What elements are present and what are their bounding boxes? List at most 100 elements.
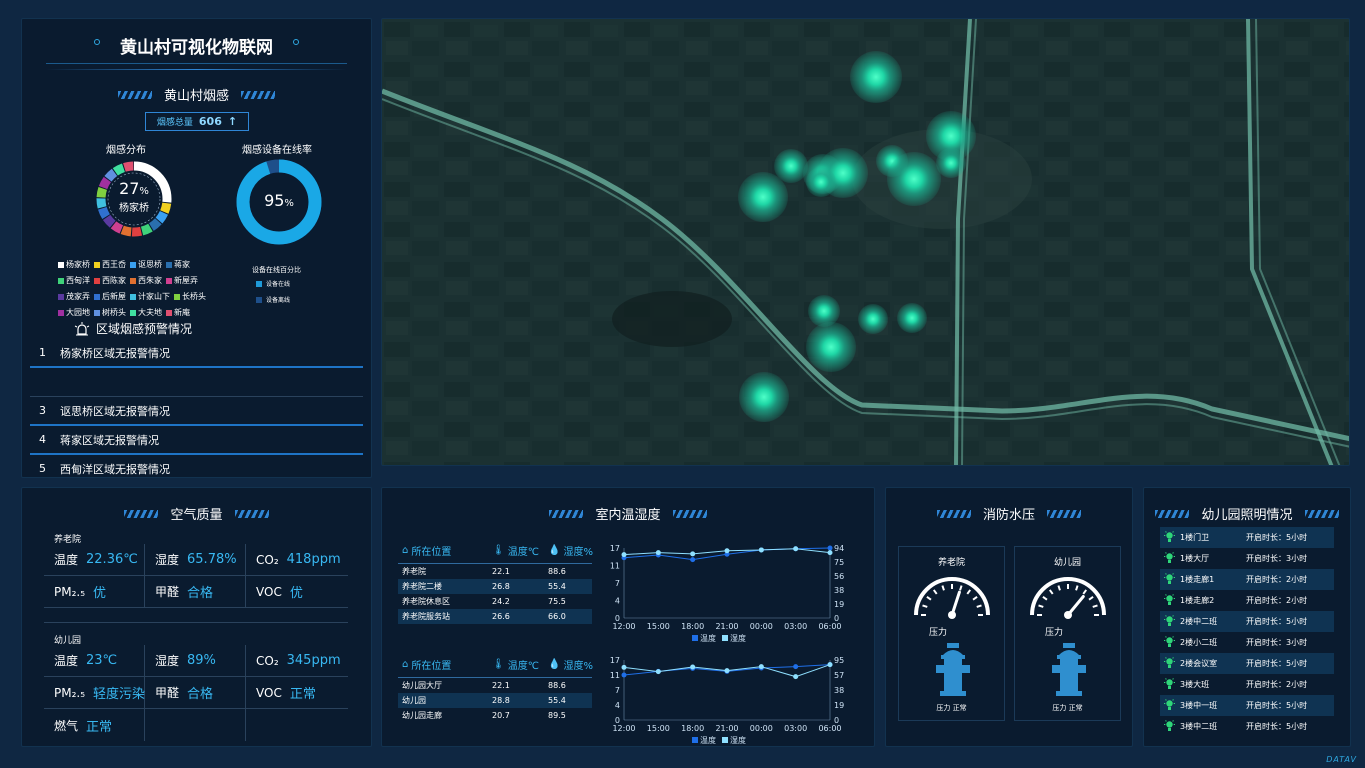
legend-label: 长桥头 <box>182 292 206 301</box>
y-tick-label: 7 <box>615 686 620 695</box>
sensor-marker[interactable] <box>774 149 808 183</box>
divider <box>44 622 348 623</box>
room-name: 2楼中二班 <box>1180 617 1218 626</box>
air-metric: VOC 优 <box>246 576 348 608</box>
table-body: 幼儿园大厅 22.1 88.6 幼儿园 28.8 55.4 幼儿园走廊 20.7 89.5 <box>398 678 592 723</box>
deco-dot <box>293 39 299 45</box>
air-metric-label: 燃气 <box>54 718 79 733</box>
table-cell: 66.0 <box>548 612 566 621</box>
online-unit: % <box>284 198 294 209</box>
climate-table: ⌂ 所在位置 🌡 温度℃ 💧 湿度% 幼儿园大厅 22.1 88.6 幼儿园 28.8 55.4 幼儿园… <box>398 652 593 723</box>
gauge-dial <box>1030 577 1106 619</box>
alarm-text: 杨家桥区域无报警情况 <box>60 346 170 360</box>
air-metric-label: 温度 <box>54 553 79 567</box>
air-metric-label: 甲醛 <box>155 686 180 700</box>
location-icon: ⌂ <box>402 545 409 556</box>
gauge-tick <box>922 604 928 608</box>
table-cell: 养老院二楼 <box>402 582 442 591</box>
legend-item: 讴思桥 <box>130 259 162 270</box>
air-grid: 温度 22.36℃ 湿度 65.78% CO₂ 418ppm PM₂.₅ 优 甲醛 合格 VOC 优 <box>44 544 348 608</box>
sensor-marker[interactable] <box>739 372 789 422</box>
air-metric-value: 22.36℃ <box>86 552 138 567</box>
sensor-markers[interactable] <box>738 51 976 422</box>
alarm-row: 4 蒋家区域无报警情况 <box>30 426 363 455</box>
alarm-title-text: 区域烟感预警情况 <box>96 322 193 336</box>
legend-swatch <box>722 635 728 641</box>
sensor-marker[interactable] <box>806 322 856 372</box>
map-view[interactable] <box>381 18 1350 466</box>
data-point <box>621 672 627 678</box>
data-point <box>724 551 730 557</box>
gauge-tick <box>966 589 972 595</box>
smoke-section-title: 黄山村烟感 <box>22 85 371 104</box>
air-metric-value: 合格 <box>187 687 214 702</box>
header-location: ⌂ 所在位置 <box>398 543 492 558</box>
legend-swatch <box>58 277 64 284</box>
legend-label: 湿度 <box>730 633 746 643</box>
gauge-tick <box>1088 595 1094 601</box>
legend-label: 温度 <box>700 735 716 745</box>
sensor-marker[interactable] <box>850 51 902 103</box>
x-tick-label: 03:00 <box>784 724 807 733</box>
room-name: 3楼中二班 <box>1180 722 1218 731</box>
sensor-marker[interactable] <box>897 303 927 333</box>
sensor-marker[interactable] <box>887 152 941 206</box>
lightbulb-icon <box>1160 635 1180 650</box>
air-metric-label: PM₂.₅ <box>54 584 86 599</box>
air-metric: 湿度 89% <box>145 645 246 677</box>
y-right-tick-label: 57 <box>834 671 844 680</box>
lighting-panel: 幼儿园照明情况 1楼门卫 开启时长：5小时 1楼大厅 开启时长：3小时 1楼走廊1 开启时… <box>1143 487 1351 747</box>
table-row: 幼儿园走廊 20.7 89.5 <box>398 708 592 723</box>
air-metric-label: 甲醛 <box>155 585 180 599</box>
lightbulb-icon <box>1160 698 1180 713</box>
table-row: 养老院 22.1 88.6 <box>398 564 592 579</box>
air-metric-value: 345ppm <box>286 653 341 668</box>
table-cell: 22.1 <box>492 681 510 690</box>
legend-item: 后新屋 <box>94 291 126 302</box>
on-duration: 开启时长：5小时 <box>1246 533 1308 542</box>
air-metric <box>145 709 246 741</box>
indoor-title-text: 室内温湿度 <box>595 508 661 523</box>
header-hum: 💧 湿度% <box>548 657 593 672</box>
sensor-marker[interactable] <box>858 304 888 334</box>
legend-swatch <box>58 261 64 268</box>
table-cell: 88.6 <box>548 567 566 576</box>
x-tick-label: 18:00 <box>681 622 704 631</box>
data-point <box>655 550 661 556</box>
air-grid: 温度 23℃ 湿度 89% CO₂ 345ppm PM₂.₅ 轻度污染 甲醛 合格 VOC 正常 燃气正… <box>44 645 348 741</box>
gauge-name: 养老院 <box>937 558 965 568</box>
fire-title-text: 消防水压 <box>982 508 1035 523</box>
app-title: 黄山村可视化物联网 <box>120 38 273 58</box>
legend-item: 新屋弄 <box>166 275 198 286</box>
sensor-marker[interactable] <box>738 172 788 222</box>
air-metric-label: 湿度 <box>155 553 180 567</box>
table-cell: 24.2 <box>492 597 510 606</box>
air-metric-label: 湿度 <box>155 654 180 668</box>
table-row: 养老院休息区 24.2 75.5 <box>398 594 592 609</box>
air-metric: PM₂.₅ 轻度污染 <box>44 677 145 709</box>
sensor-marker[interactable] <box>926 111 976 161</box>
legend-label: 西陈家 <box>102 276 126 285</box>
legend-item: 长桥头 <box>174 291 206 302</box>
legend-label: 西王岙 <box>102 260 126 269</box>
legend-item: 蒋家 <box>166 259 190 270</box>
online-value: 95 <box>264 191 285 210</box>
data-point <box>724 668 730 674</box>
donut-center-unit: % <box>139 186 149 197</box>
gauge-tick <box>941 585 945 591</box>
alarm-text: 蒋家区域无报警情况 <box>60 433 159 447</box>
air-metric: CO₂ 418ppm <box>246 544 348 576</box>
lighting-title: 幼儿园照明情况 <box>1144 504 1350 523</box>
sensor-marker[interactable] <box>936 148 966 178</box>
legend-swatch <box>94 277 100 284</box>
pressure-gauge: 幼儿园 压力 压力 正常 <box>1014 546 1121 721</box>
alarm-light-icon <box>74 321 90 335</box>
legend-swatch <box>58 293 64 300</box>
legend-swatch <box>58 309 64 316</box>
sensor-marker[interactable] <box>808 295 840 327</box>
lightbulb-icon <box>1160 593 1180 608</box>
satellite-map[interactable] <box>382 19 1350 466</box>
lightbulb-icon <box>1160 572 1180 587</box>
table-cell: 28.8 <box>492 696 510 705</box>
sensor-marker[interactable] <box>806 167 836 197</box>
